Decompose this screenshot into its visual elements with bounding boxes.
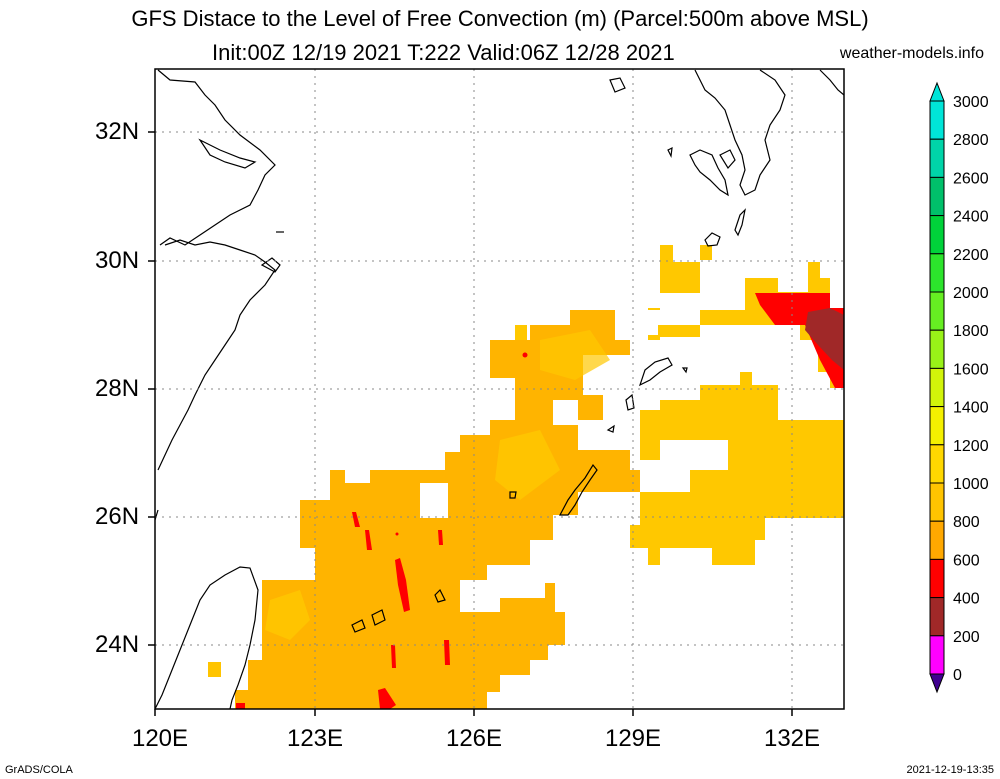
field-region-north: [648, 245, 700, 340]
colorbar-swatch: [929, 176, 945, 217]
field-max-brown: [805, 308, 844, 370]
colorbar-label: 400: [953, 591, 980, 608]
colorbar-label: 3000: [953, 94, 989, 111]
colorbar-swatch: [929, 558, 945, 599]
colorbar-swatch: [929, 520, 945, 560]
lon-label-126e: 126E: [445, 725, 503, 752]
colorbar-swatch: [929, 138, 945, 178]
colorbar: 3000280026002400220020001800160014001200…: [929, 81, 989, 694]
map-frame: [148, 68, 845, 716]
coastlines: [155, 69, 844, 709]
colorbar-swatch: [929, 406, 945, 446]
colorbar-swatch: [929, 215, 945, 255]
lat-label-24n: 24N: [95, 631, 140, 658]
colorbar-swatch: [929, 291, 945, 331]
colorbar-bottom-arrow: [929, 673, 945, 694]
colorbar-swatch: [929, 597, 945, 637]
field-layer: [208, 245, 844, 709]
colorbar-label: 0: [953, 667, 962, 684]
colorbar-swatch: [929, 100, 945, 140]
colorbar-label: 1200: [953, 438, 989, 455]
footer-timestamp: 2021-12-19-13:35: [906, 764, 994, 776]
lon-label-120e: 120E: [131, 725, 189, 752]
colorbar-label: 1800: [953, 323, 989, 340]
colorbar-label: 800: [953, 514, 980, 531]
field-region-east: [630, 372, 844, 565]
colorbar-label: 2200: [953, 247, 989, 264]
colorbar-swatch: [929, 367, 945, 408]
colorbar-swatch: [929, 253, 945, 293]
lon-label-132e: 132E: [763, 725, 821, 752]
lat-label-32n: 32N: [95, 118, 140, 145]
colorbar-label: 2000: [953, 285, 989, 302]
colorbar-label: 1000: [953, 476, 989, 493]
lon-label-123e: 123E: [286, 725, 344, 752]
colorbar-label: 1400: [953, 400, 989, 417]
colorbar-label: 1600: [953, 361, 989, 378]
colorbar-swatch: [929, 635, 945, 675]
colorbar-label: 600: [953, 552, 980, 569]
colorbar-label: 2400: [953, 209, 989, 226]
colorbar-label: 2800: [953, 132, 989, 149]
colorbar-swatch: [929, 329, 945, 369]
colorbar-top-arrow: [929, 81, 945, 102]
lat-label-30n: 30N: [95, 247, 140, 274]
colorbar-swatch: [929, 444, 945, 484]
lon-label-129e: 129E: [604, 725, 662, 752]
graticule: [155, 69, 844, 709]
map-title: GFS Distace to the Level of Free Convect…: [131, 6, 869, 31]
colorbar-swatch: [929, 482, 945, 522]
lat-label-28n: 28N: [95, 375, 140, 402]
lat-label-26n: 26N: [95, 503, 140, 530]
colorbar-label: 2600: [953, 170, 989, 187]
footer-software: GrADS/COLA: [5, 764, 73, 776]
map-subtitle: Init:00Z 12/19 2021 T:222 Valid:06Z 12/2…: [212, 40, 675, 65]
site-label: weather-models.info: [839, 45, 984, 62]
colorbar-label: 200: [953, 629, 980, 646]
